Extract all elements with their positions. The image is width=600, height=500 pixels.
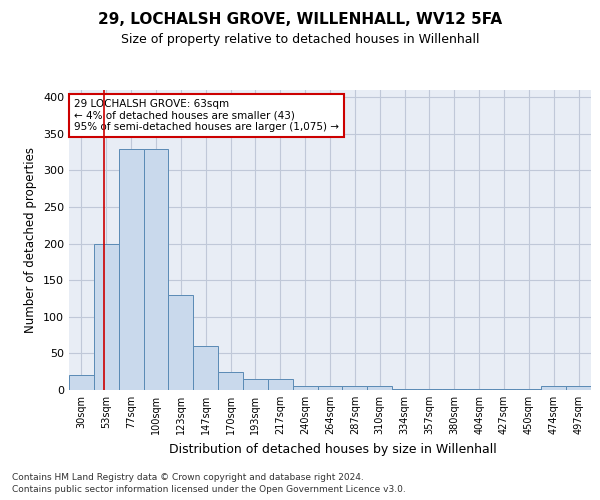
Text: Size of property relative to detached houses in Willenhall: Size of property relative to detached ho… [121,32,479,46]
Bar [541,386,566,390]
Text: Distribution of detached houses by size in Willenhall: Distribution of detached houses by size … [169,442,497,456]
Bar [268,379,293,390]
Y-axis label: Number of detached properties: Number of detached properties [25,147,37,333]
Text: Contains public sector information licensed under the Open Government Licence v3: Contains public sector information licen… [12,485,406,494]
Bar [143,148,169,390]
Bar [169,295,193,390]
Bar [566,386,591,390]
Bar [317,386,343,390]
Bar [467,388,491,390]
Text: 29 LOCHALSH GROVE: 63sqm
← 4% of detached houses are smaller (43)
95% of semi-de: 29 LOCHALSH GROVE: 63sqm ← 4% of detache… [74,99,339,132]
Text: 29, LOCHALSH GROVE, WILLENHALL, WV12 5FA: 29, LOCHALSH GROVE, WILLENHALL, WV12 5FA [98,12,502,28]
Bar [417,388,442,390]
Bar [69,376,94,390]
Text: Contains HM Land Registry data © Crown copyright and database right 2024.: Contains HM Land Registry data © Crown c… [12,472,364,482]
Bar [442,388,467,390]
Bar [367,386,392,390]
Bar [243,379,268,390]
Bar [119,148,143,390]
Bar [293,386,317,390]
Bar [392,388,417,390]
Bar [94,244,119,390]
Bar [343,386,367,390]
Bar [218,372,243,390]
Bar [193,346,218,390]
